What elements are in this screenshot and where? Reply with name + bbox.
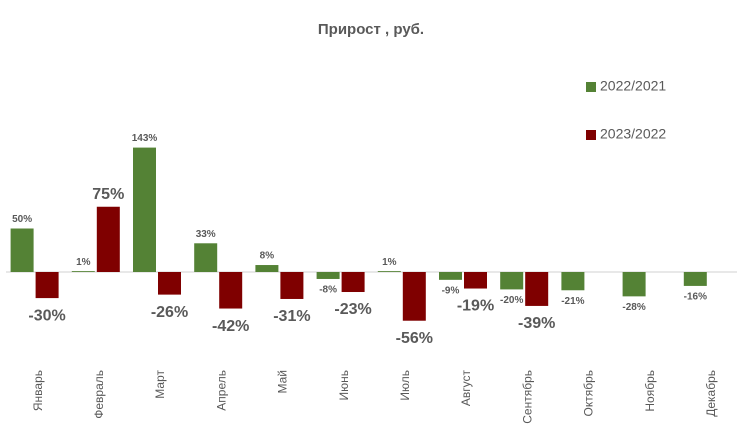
x-tick-label: Декабрь [704, 370, 718, 417]
x-tick-label: Май [276, 370, 290, 394]
data-label: -19% [457, 298, 494, 315]
data-label: 33% [196, 229, 216, 240]
data-label: 1% [382, 257, 397, 268]
bar [255, 265, 279, 272]
data-label: 50% [12, 214, 32, 225]
data-label: -31% [273, 308, 310, 325]
x-tick-label: Сентябрь [520, 370, 534, 424]
bar [683, 272, 707, 286]
data-label: -23% [334, 301, 371, 318]
data-label: -21% [561, 296, 584, 307]
bar [35, 272, 59, 299]
chart-title: Прирост , руб. [318, 21, 424, 38]
data-label: -30% [28, 307, 65, 324]
bar [622, 272, 646, 297]
x-tick-label: Июль [398, 370, 412, 401]
x-tick-label: Ноябрь [643, 370, 657, 412]
x-tick-label: Август [459, 370, 473, 407]
bar [71, 271, 95, 272]
bar [96, 206, 120, 272]
bar [219, 272, 243, 309]
data-label: 75% [92, 186, 124, 203]
bar [133, 147, 156, 272]
data-label: -39% [518, 315, 555, 332]
data-label: -28% [622, 302, 645, 313]
bar [402, 272, 426, 321]
bar [500, 272, 524, 290]
bar [341, 272, 365, 293]
data-label: -8% [319, 285, 337, 296]
x-tick-label: Октябрь [582, 370, 596, 417]
x-tick-label: Апрель [214, 370, 228, 411]
legend-swatch [586, 130, 596, 140]
bar [439, 272, 462, 280]
data-label: 1% [76, 257, 91, 268]
data-label: 143% [132, 133, 158, 144]
data-label: -16% [684, 292, 707, 303]
bar [561, 272, 585, 291]
data-label: -26% [151, 304, 188, 321]
legend-label: 2022/2021 [600, 78, 666, 94]
data-label: -56% [396, 330, 433, 347]
legend-label: 2023/2022 [600, 126, 666, 142]
data-label: -42% [212, 318, 249, 335]
data-label: 8% [260, 251, 275, 262]
x-tick-label: Январь [31, 370, 45, 411]
bar [280, 272, 304, 299]
bar [10, 228, 34, 272]
bar [158, 272, 181, 295]
bar [377, 271, 401, 272]
bar [316, 272, 340, 279]
bar [194, 243, 218, 272]
x-tick-label: Июнь [337, 370, 351, 401]
legend-swatch [586, 82, 596, 92]
x-tick-label: Февраль [92, 370, 106, 419]
data-label: -9% [442, 285, 460, 296]
data-label: -20% [500, 295, 523, 306]
x-tick-label: Март [153, 370, 167, 399]
bar [525, 272, 549, 306]
bar [464, 272, 487, 289]
